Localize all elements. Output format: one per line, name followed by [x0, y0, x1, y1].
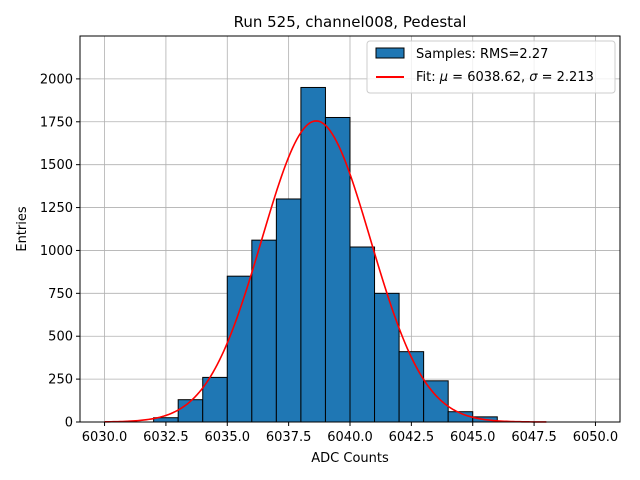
- fit-curve-group: [104, 120, 547, 423]
- fit-curve: [104, 120, 547, 423]
- legend-fit-sigma-value: = 2.213: [537, 70, 593, 85]
- histogram-bar-7: [324, 116, 351, 423]
- y-axis-ticks: 0 250 500 750 1000 1250 1500 1750 2000: [40, 72, 80, 431]
- y-tick-label-0: 0: [65, 416, 73, 431]
- histogram-bar-8: [349, 246, 376, 423]
- legend-fit-mu-value: = 6038.62,: [448, 70, 529, 85]
- legend: Samples: RMS=2.27 Fit: μ = 6038.62, σ = …: [366, 40, 616, 94]
- x-tick-label-2: 6035.0: [205, 430, 251, 445]
- legend-fit-prefix: Fit:: [416, 70, 440, 85]
- histogram-bar-1: [177, 399, 204, 423]
- histogram-bar-5: [275, 198, 302, 423]
- y-tick-label-8: 2000: [40, 72, 73, 87]
- histogram-bar-9: [374, 292, 400, 423]
- x-tick-label-0: 6030.0: [82, 430, 128, 445]
- histogram-bar-6: [300, 86, 326, 423]
- histogram-bar-3: [226, 275, 253, 423]
- legend-label-histogram: Samples: RMS=2.27: [416, 47, 548, 62]
- x-tick-label-1: 6032.5: [143, 430, 189, 445]
- legend-fit-sigma-symbol: σ: [529, 70, 538, 85]
- histogram-bar-4: [251, 239, 277, 423]
- x-tick-label-6: 6045.0: [450, 430, 496, 445]
- y-tick-label-4: 1000: [40, 244, 73, 259]
- chart-title: Run 525, channel008, Pedestal: [234, 13, 467, 31]
- legend-label-fit: Fit: μ = 6038.62, σ = 2.213: [416, 70, 594, 85]
- y-tick-label-1: 250: [48, 373, 73, 388]
- y-axis-label: Entries: [15, 206, 30, 252]
- x-tick-label-4: 6040.0: [327, 430, 373, 445]
- y-tick-label-5: 1250: [40, 201, 73, 216]
- y-tick-label-2: 500: [48, 330, 73, 345]
- x-tick-label-3: 6037.5: [266, 430, 312, 445]
- y-tick-label-3: 750: [48, 287, 73, 302]
- histogram-bar-11: [423, 380, 449, 423]
- x-tick-label-7: 6047.5: [511, 430, 557, 445]
- legend-box: [366, 40, 616, 94]
- y-tick-label-7: 1750: [40, 115, 73, 130]
- histogram-bar-10: [398, 351, 425, 423]
- histogram-bars: [153, 86, 498, 423]
- x-tick-label-8: 6050.0: [573, 430, 619, 445]
- x-axis-ticks: 6030.0 6032.5 6035.0 6037.5 6040.0 6042.5 6045…: [82, 422, 618, 445]
- x-tick-label-5: 6042.5: [389, 430, 435, 445]
- legend-swatch-histogram: [375, 47, 405, 59]
- x-axis-label: ADC Counts: [311, 451, 389, 466]
- y-tick-label-6: 1500: [40, 158, 73, 173]
- histogram-bar-2: [202, 376, 228, 423]
- legend-fit-mu-symbol: μ: [439, 70, 448, 85]
